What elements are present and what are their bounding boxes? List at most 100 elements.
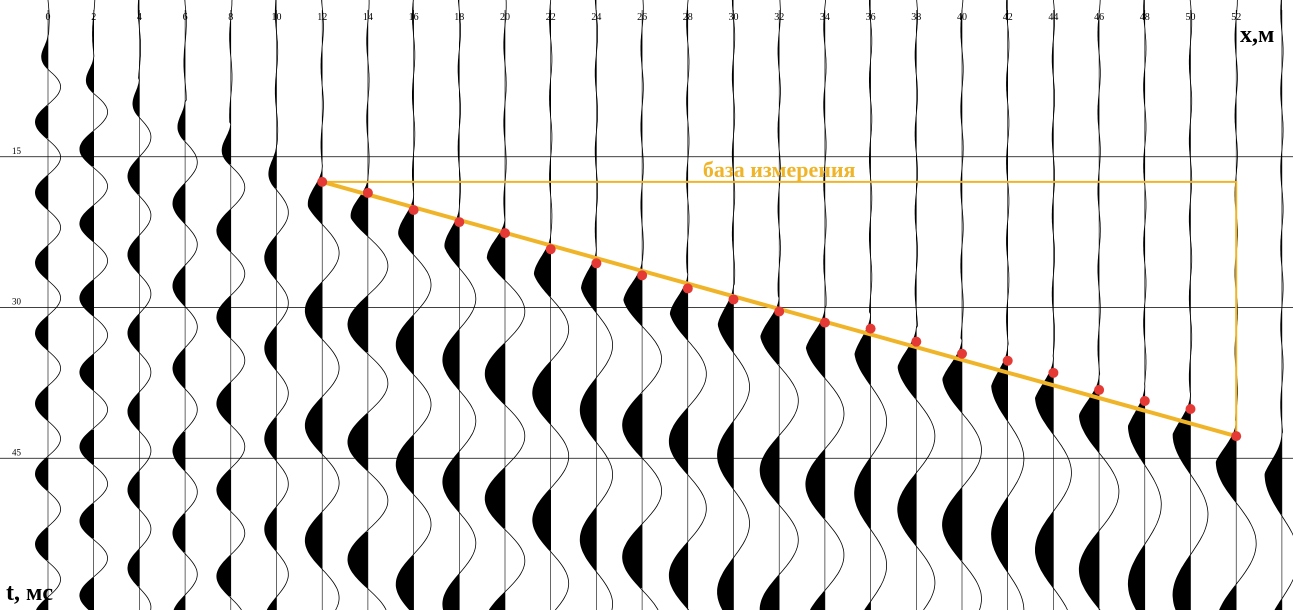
trace-fill <box>622 394 643 458</box>
offset-tick-label: 24 <box>591 12 601 23</box>
first-arrival-pick <box>1048 367 1059 378</box>
trace-wiggle <box>805 0 845 610</box>
first-arrival-pick <box>637 270 648 281</box>
trace-fill <box>35 528 48 560</box>
trace-fill <box>942 488 962 560</box>
measurement-base-label: база измерения <box>703 157 856 182</box>
trace-wiggle <box>1172 0 1209 610</box>
trace-fill <box>174 596 186 610</box>
first-arrival-pick <box>819 317 830 328</box>
trace-wiggle <box>1078 0 1120 610</box>
trace-fill <box>669 542 688 608</box>
trace-fill <box>305 512 323 568</box>
offset-tick-label: 2 <box>91 12 96 23</box>
first-arrival-pick <box>682 283 693 294</box>
trace-fill <box>127 314 140 352</box>
first-arrival-pick <box>500 228 510 239</box>
t-axis-title: t, мс <box>6 580 53 606</box>
offset-tick-label: 12 <box>317 12 327 23</box>
offset-tick-label: 52 <box>1231 12 1241 23</box>
offset-tick-label: 34 <box>820 12 830 23</box>
trace-fill <box>264 418 277 460</box>
trace-fill <box>127 236 140 274</box>
first-arrival-pick <box>591 258 602 269</box>
first-arrival-pick <box>957 348 967 359</box>
trace-fill <box>79 206 94 242</box>
trace-fill <box>622 524 643 588</box>
trace-fill <box>670 240 688 340</box>
trace-fill <box>442 574 460 610</box>
trace-fill <box>351 178 368 236</box>
trace-fill <box>177 102 186 140</box>
trace-fill <box>264 236 277 280</box>
trace-fill <box>623 262 643 326</box>
offset-tick-label: 16 <box>409 12 419 23</box>
trace-fill <box>79 578 94 610</box>
first-arrival-pick <box>774 306 785 317</box>
trace-fill <box>216 210 231 252</box>
first-arrival-pick <box>362 187 373 198</box>
offset-tick-label: 22 <box>546 12 556 23</box>
offset-tick-label: 28 <box>683 12 693 23</box>
trace-fill <box>717 558 734 610</box>
first-arrival-pick <box>1094 384 1105 395</box>
trace-layer <box>34 0 1293 610</box>
trace-fill <box>35 458 48 490</box>
offset-tick-label: 40 <box>957 12 967 23</box>
trace-fill <box>1265 434 1282 514</box>
first-arrival-pick <box>408 205 419 216</box>
first-arrival-pick <box>1139 395 1150 406</box>
trace-fill <box>485 344 505 404</box>
offset-tick-label: 50 <box>1186 12 1196 23</box>
trace-fill <box>79 132 94 166</box>
first-arrival-pick <box>911 336 922 347</box>
time-tick-label: 30 <box>12 297 22 307</box>
offset-tick-label: 18 <box>454 12 464 23</box>
trace-fill <box>321 0 323 6</box>
offset-tick-label: 42 <box>1003 12 1013 23</box>
trace-fill <box>127 472 140 508</box>
offset-tick-label: 36 <box>866 12 876 23</box>
trace-fill <box>1079 532 1100 608</box>
trace-fill <box>347 296 368 352</box>
x-axis-title: x,м <box>1240 22 1274 48</box>
offset-tick-label: 8 <box>228 12 233 23</box>
trace-fill <box>760 268 780 364</box>
trace-fill <box>760 576 780 610</box>
trace-fill <box>127 158 140 194</box>
trace-fill <box>264 508 277 550</box>
trace-fill <box>412 76 414 114</box>
trace-fill <box>580 508 597 570</box>
trace-fill <box>127 392 140 430</box>
trace-fill <box>580 378 597 442</box>
trace-fill <box>216 556 231 596</box>
first-arrival-pick <box>545 244 556 255</box>
first-arrival-picks <box>317 176 1242 442</box>
trace-fill <box>396 316 414 374</box>
trace-fill <box>264 326 277 370</box>
measurement-base-bracket <box>322 180 1238 437</box>
trace-fill <box>305 398 323 454</box>
trace-fill <box>172 432 186 470</box>
grid-layer <box>0 10 1293 610</box>
trace-fill <box>854 298 871 384</box>
trace-fill <box>991 498 1008 572</box>
trace-fill <box>216 382 231 424</box>
trace-fill <box>35 386 48 420</box>
trace-fill <box>216 470 231 510</box>
offset-tick-label: 32 <box>774 12 784 23</box>
offset-tick-label: 30 <box>729 12 739 23</box>
first-arrival-pick <box>317 176 328 187</box>
trace-wiggle <box>34 0 62 610</box>
trace-fill <box>41 36 48 68</box>
trace-fill <box>79 504 94 538</box>
trace-fill <box>854 458 871 528</box>
offset-tick-label: 10 <box>272 12 282 23</box>
trace-fill <box>267 598 277 610</box>
trace-fill <box>35 106 48 138</box>
trace-fill <box>79 354 94 390</box>
trace-fill <box>172 184 186 224</box>
time-tick-label: 15 <box>12 146 22 156</box>
trace-fill <box>806 308 825 378</box>
trace-fill <box>442 452 460 512</box>
